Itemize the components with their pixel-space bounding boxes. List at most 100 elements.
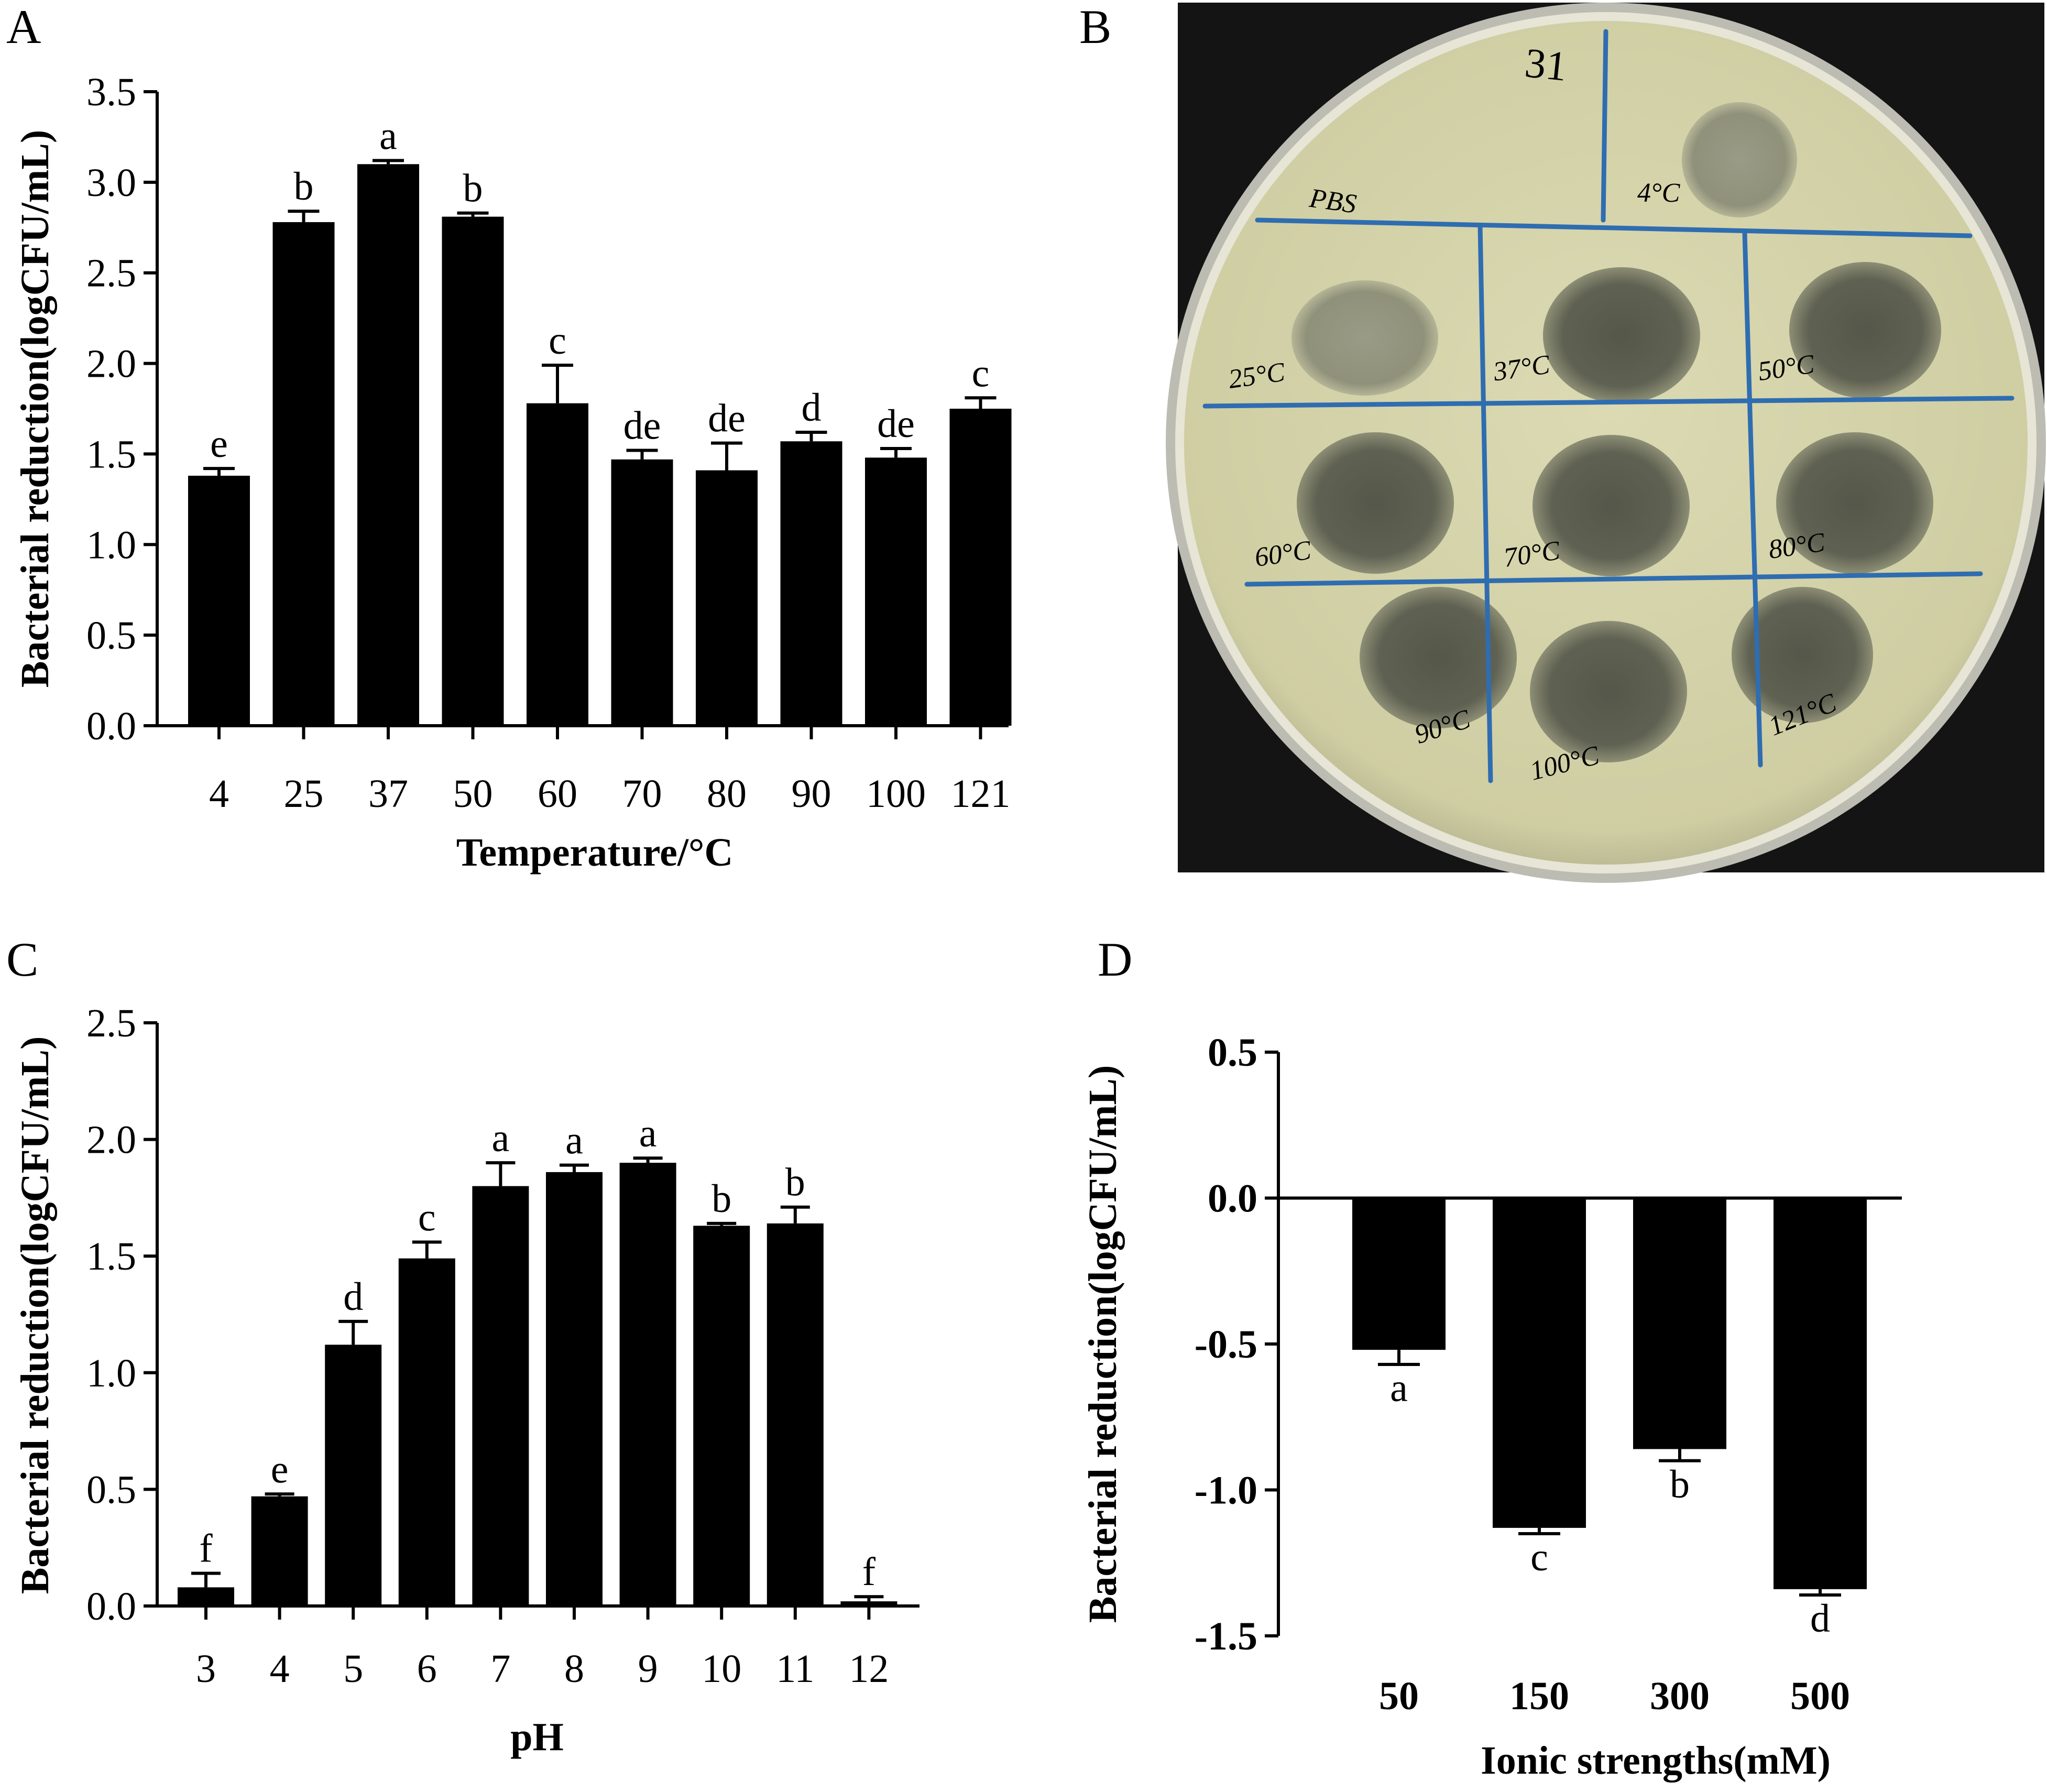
bar xyxy=(611,459,673,726)
significance-label: d xyxy=(343,1275,363,1319)
bar xyxy=(1352,1198,1446,1350)
bar xyxy=(527,403,588,726)
significance-label: c xyxy=(418,1195,436,1239)
x-tick-label: 11 xyxy=(776,1647,814,1691)
y-axis-title: Bacterial reduction(logCFU/mL) xyxy=(13,1036,57,1594)
x-tick-label: 300 xyxy=(1650,1674,1710,1718)
bar xyxy=(272,222,335,726)
significance-label: c xyxy=(1530,1535,1548,1579)
bar xyxy=(398,1258,455,1606)
chart-ionic-strength: -1.5 -1.0 -0.5 0.0 0.5 a 50 c 150 b 300 d 500 Ionic s… xyxy=(1081,1031,1902,1783)
bar xyxy=(178,1587,234,1606)
bar xyxy=(1493,1198,1586,1528)
significance-label: a xyxy=(379,114,397,158)
x-tick-label: 60 xyxy=(538,772,577,816)
x-axis-title: pH xyxy=(510,1715,563,1759)
plaque-70c xyxy=(1532,435,1690,576)
bar xyxy=(1633,1198,1726,1449)
significance-label: a xyxy=(1390,1366,1408,1410)
y-tick-label: 0.5 xyxy=(86,614,136,658)
plate-label-top: 31 xyxy=(1523,40,1569,90)
x-axis-title: Ionic strengths(mM) xyxy=(1481,1739,1831,1783)
panel-letter-d: D xyxy=(1098,933,1132,986)
significance-label: d xyxy=(1810,1597,1830,1641)
plaque-50c xyxy=(1789,262,1941,398)
x-tick-label: 7 xyxy=(490,1647,510,1691)
significance-label: de xyxy=(623,404,661,448)
y-tick-label: 3.0 xyxy=(86,161,136,205)
y-tick-label: 0.0 xyxy=(86,704,136,748)
significance-label: de xyxy=(708,397,746,441)
bar xyxy=(251,1496,308,1606)
y-tick-label: -0.5 xyxy=(1195,1323,1257,1367)
x-tick-label: 12 xyxy=(849,1647,889,1691)
significance-label: f xyxy=(199,1527,213,1571)
significance-label: b xyxy=(463,167,483,211)
significance-label: a xyxy=(565,1119,583,1163)
significance-label: a xyxy=(492,1116,510,1160)
plaque-60c xyxy=(1297,432,1454,574)
significance-label: c xyxy=(972,351,990,395)
significance-label: b xyxy=(294,165,314,209)
y-tick-label: 1.5 xyxy=(86,1234,136,1279)
significance-label: f xyxy=(862,1550,876,1594)
y-tick-label: 0.0 xyxy=(86,1585,136,1629)
plate-label-pbs: PBS xyxy=(1307,183,1359,220)
y-tick-label: 1.5 xyxy=(86,432,136,476)
x-tick-label: 5 xyxy=(343,1647,363,1691)
y-axis-title: Bacterial reduction(logCFU/mL) xyxy=(13,130,57,688)
significance-label: e xyxy=(210,422,228,466)
bar xyxy=(693,1226,750,1606)
significance-label: b xyxy=(785,1161,805,1205)
y-tick-label: 1.0 xyxy=(86,1351,136,1395)
grid-lines xyxy=(1202,29,2015,783)
bar xyxy=(865,457,927,726)
bar xyxy=(1774,1198,1867,1589)
y-tick-label: 0.5 xyxy=(1208,1031,1257,1075)
y-tick-label: 2.5 xyxy=(86,252,136,296)
plaque-80c xyxy=(1776,432,1933,574)
x-tick-label: 6 xyxy=(417,1647,437,1691)
x-tick-label: 9 xyxy=(638,1647,658,1691)
panel-letter-c: C xyxy=(6,933,38,986)
chart-temperature: 0.0 0.5 1.0 1.5 2.0 2.5 3.0 3.5 e 4 b 25 a 37 b 50 c 60 de… xyxy=(13,70,1012,875)
plaque-25c xyxy=(1291,280,1438,396)
significance-label: c xyxy=(549,319,566,363)
plaque-90c xyxy=(1360,587,1517,728)
plaque-100c xyxy=(1530,621,1687,762)
x-tick-label: 10 xyxy=(702,1647,741,1691)
bar xyxy=(840,1601,897,1606)
x-tick-label: 50 xyxy=(453,772,493,816)
bar xyxy=(472,1186,529,1606)
panel-letter-b: B xyxy=(1079,0,1111,53)
bar xyxy=(619,1163,676,1606)
bar xyxy=(767,1223,824,1606)
x-tick-label: 70 xyxy=(622,772,662,816)
x-tick-label: 121 xyxy=(951,772,1011,816)
x-tick-label: 37 xyxy=(368,772,408,816)
x-tick-label: 100 xyxy=(866,772,926,816)
significance-label: e xyxy=(271,1447,289,1491)
significance-label: b xyxy=(711,1177,731,1221)
x-axis-title: Temperature/°C xyxy=(456,831,734,875)
plaque-121c xyxy=(1732,587,1873,723)
significance-label: a xyxy=(639,1111,657,1155)
y-tick-label: 2.0 xyxy=(86,1118,136,1162)
significance-label: de xyxy=(877,402,915,446)
y-tick-label: -1.0 xyxy=(1195,1469,1257,1513)
x-tick-label: 8 xyxy=(564,1647,584,1691)
y-axis-title: Bacterial reduction(logCFU/mL) xyxy=(1081,1065,1125,1623)
x-tick-label: 80 xyxy=(707,772,747,816)
bar xyxy=(696,470,758,726)
bar xyxy=(357,164,419,726)
x-tick-label: 50 xyxy=(1379,1674,1419,1718)
x-tick-label: 150 xyxy=(1509,1674,1569,1718)
plaque-4c xyxy=(1682,102,1797,217)
x-tick-label: 4 xyxy=(270,1647,290,1691)
significance-label: b xyxy=(1670,1462,1690,1506)
x-tick-label: 90 xyxy=(792,772,831,816)
x-tick-label: 3 xyxy=(196,1647,216,1691)
y-tick-label: 0.5 xyxy=(86,1468,136,1512)
bar xyxy=(442,216,504,726)
